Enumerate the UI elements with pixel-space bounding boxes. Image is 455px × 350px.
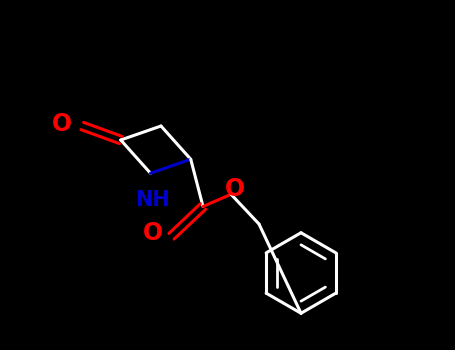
Text: O: O — [142, 222, 163, 245]
Text: O: O — [224, 177, 245, 201]
Text: O: O — [51, 112, 72, 136]
Text: NH: NH — [135, 189, 170, 210]
